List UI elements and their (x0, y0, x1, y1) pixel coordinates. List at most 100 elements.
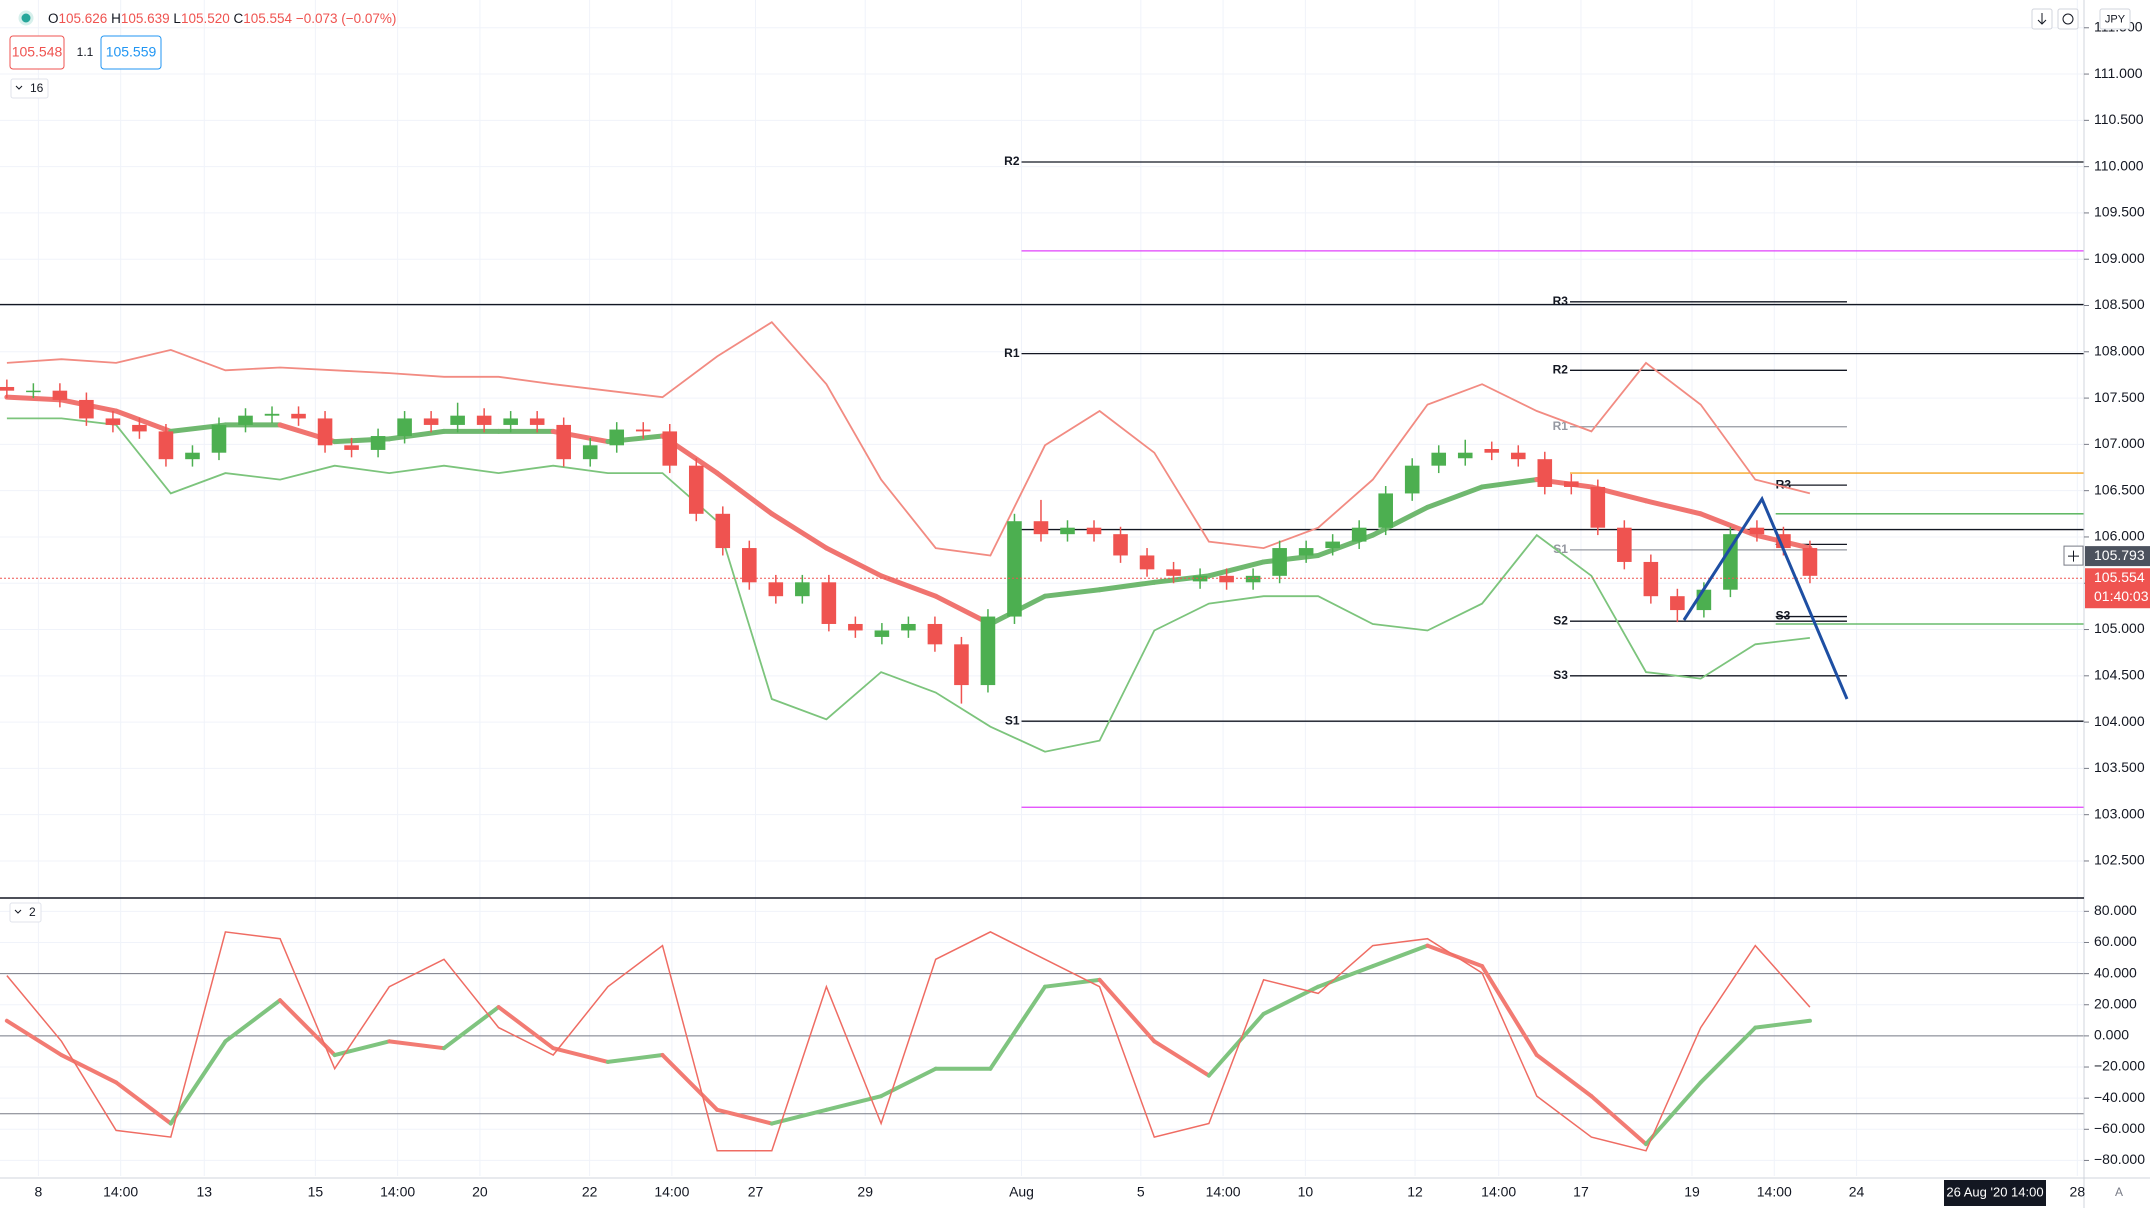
sell-button[interactable] (9, 35, 65, 70)
middle-band-segment (386, 428, 447, 442)
oscillator-segment (441, 1005, 501, 1051)
trend-drawing (1682, 495, 1849, 700)
candle-body (954, 644, 969, 686)
candle-body (1060, 527, 1075, 535)
pane-label[interactable]: 2 (29, 905, 36, 919)
currency[interactable]: JPY (2105, 13, 2126, 25)
oscillator-segment (278, 998, 337, 1058)
middle-band-segment (1042, 587, 1103, 599)
candle-body (79, 399, 94, 419)
candle-body (238, 415, 253, 425)
y-tick-label: 110.000 (2094, 157, 2144, 173)
candle-body (1007, 521, 1022, 617)
oscillator-segment (1316, 964, 1375, 989)
pivot-label: R3 (1776, 477, 1792, 491)
currency-box[interactable] (2099, 8, 2131, 30)
candle-body (1590, 486, 1606, 528)
candle-body (1351, 527, 1367, 542)
oscillator-segment (1370, 943, 1430, 969)
pane-toggle[interactable] (9, 902, 42, 923)
candle-body (1643, 561, 1659, 597)
oscillator-segment (660, 1053, 720, 1112)
y-tick-label: 108.000 (2094, 342, 2145, 358)
candle-body (397, 418, 412, 437)
candle-body (768, 582, 784, 597)
y-tick-label: 104.000 (2094, 713, 2145, 729)
upper-band (6, 321, 1811, 557)
candle-body (1670, 596, 1685, 611)
x-tick-label: 29 (857, 1184, 873, 1200)
y-tick-label: 108.500 (2094, 296, 2145, 312)
buy-button[interactable] (100, 35, 162, 70)
auto-scale: A (2115, 1185, 2123, 1199)
bid-price[interactable]: 105.548 (12, 44, 63, 60)
oscillator-segment (168, 1039, 228, 1126)
plus-icon (2068, 550, 2079, 562)
y-tick-label: 106.500 (2094, 481, 2145, 497)
candle-body (901, 623, 916, 631)
candle-body (370, 436, 386, 450)
y-tick-label: −40.000 (2094, 1089, 2145, 1105)
x-tick-label: 14:00 (380, 1184, 415, 1200)
candle-body (927, 623, 943, 645)
y-tick-label: 40.000 (2094, 964, 2137, 980)
pivot-label: S1 (1553, 542, 1568, 556)
x-tick-label: 13 (197, 1184, 213, 1200)
pivot-label: R3 (1553, 294, 1569, 308)
y-tick-label: 105.000 (2094, 620, 2145, 636)
middle-band-segment (1370, 504, 1430, 538)
oscillator-segment (1534, 1053, 1594, 1099)
y-tick-label: −20.000 (2094, 1058, 2145, 1074)
reset-icon (2062, 13, 2074, 25)
candle-body (1139, 555, 1155, 570)
oscillator-segment (496, 1005, 556, 1051)
y-tick-label: 107.500 (2094, 389, 2145, 405)
marker-price-label: 105.793 (2094, 547, 2145, 563)
candle-body (1696, 589, 1712, 611)
candle-body (795, 582, 810, 597)
middle-band-segment (113, 408, 174, 434)
candle-body (185, 452, 200, 460)
middle-band-segment (1698, 511, 1758, 538)
candle-body (1617, 527, 1632, 562)
x-tick-label: 27 (748, 1184, 764, 1200)
candle-body (1378, 493, 1393, 528)
lower-band (6, 417, 1811, 753)
ohlc-value: 105.639 (121, 11, 170, 26)
status-dot (18, 10, 34, 26)
candle-body (662, 431, 678, 466)
x-tick-label: 14:00 (1757, 1184, 1792, 1200)
y-tick-label: 104.500 (2094, 667, 2145, 683)
y-tick-label: 20.000 (2094, 995, 2137, 1011)
oscillator-segment (1206, 1011, 1266, 1078)
time-badge: 26 Aug '20 14:00 (1946, 1184, 2043, 1199)
pane-toggle[interactable] (10, 78, 49, 99)
y-tick-label: 103.500 (2094, 759, 2145, 775)
candle-body (556, 424, 571, 460)
candle-body (1431, 452, 1447, 466)
marker-price-tag (2085, 546, 2150, 567)
y-tick-label: 0.000 (2094, 1027, 2129, 1043)
oscillator-segment (332, 1039, 392, 1058)
x-tick-label: 12 (1407, 1184, 1423, 1200)
reset-button[interactable] (2057, 8, 2079, 30)
candle-body (344, 445, 359, 450)
x-tick-label: 22 (582, 1184, 598, 1200)
spread: 1.1 (77, 45, 94, 59)
candle-body (423, 418, 439, 425)
middle-band-segment (1261, 552, 1321, 565)
x-tick-label: 5 (1137, 1184, 1145, 1200)
candle-body (582, 445, 598, 460)
x-tick-label: 14:00 (103, 1184, 138, 1200)
candle-body (476, 415, 492, 425)
pane-label[interactable]: 16 (30, 81, 44, 95)
candle-body (1219, 575, 1234, 583)
y-tick-label: 102.500 (2094, 852, 2145, 868)
ask-price[interactable]: 105.559 (106, 44, 157, 60)
x-tick-label: 28 (2070, 1184, 2086, 1200)
pivot-label: R1 (1004, 346, 1020, 360)
countdown: 01:40:03 (2094, 588, 2149, 604)
candle-body (1723, 534, 1738, 590)
